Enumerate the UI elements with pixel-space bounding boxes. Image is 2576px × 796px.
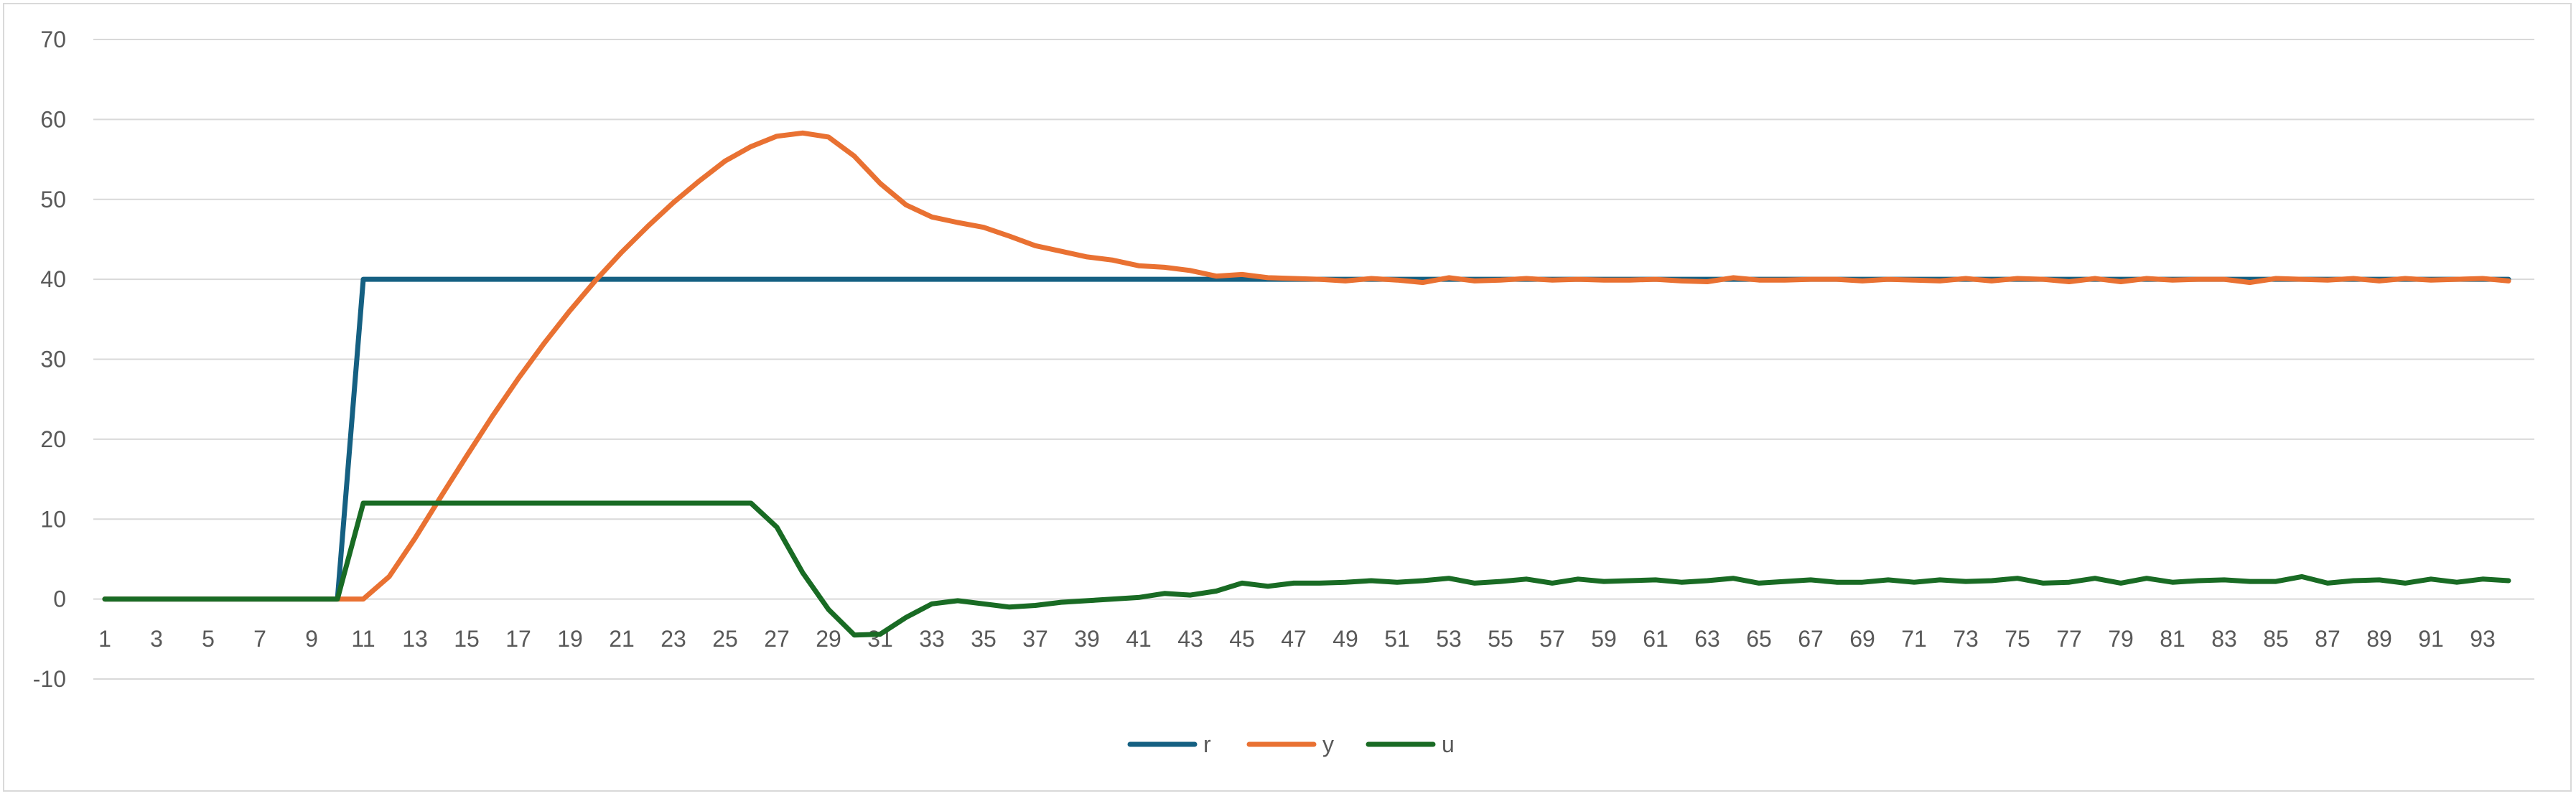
series-line-u xyxy=(102,500,2511,638)
x-tick-label: 91 xyxy=(2418,626,2444,652)
legend-item-y: y xyxy=(1246,731,1334,757)
x-tick-label: 7 xyxy=(253,626,266,652)
series-lines xyxy=(102,130,2511,638)
x-tick-label: 73 xyxy=(1953,626,1979,652)
y-tick-label: 50 xyxy=(40,187,66,212)
x-tick-label: 79 xyxy=(2108,626,2134,652)
x-tick-label: 57 xyxy=(1539,626,1565,652)
x-tick-label: 75 xyxy=(2005,626,2030,652)
x-tick-label: 45 xyxy=(1229,626,1255,652)
x-tick-label: 51 xyxy=(1384,626,1410,652)
x-tick-label: 69 xyxy=(1849,626,1875,652)
legend-item-r: r xyxy=(1127,731,1211,757)
x-tick-label: 85 xyxy=(2263,626,2289,652)
x-tick-label: 5 xyxy=(202,626,215,652)
x-tick-label: 33 xyxy=(919,626,945,652)
y-tick-label: 20 xyxy=(40,426,66,452)
y-tick-label: 60 xyxy=(40,106,66,132)
x-tick-label: 61 xyxy=(1643,626,1669,652)
y-tick-label: 70 xyxy=(40,27,66,52)
x-tick-label: 87 xyxy=(2315,626,2341,652)
legend-label-y: y xyxy=(1322,731,1334,757)
x-tick-label: 83 xyxy=(2211,626,2237,652)
y-tick-label: 40 xyxy=(40,266,66,292)
x-tick-label: 63 xyxy=(1694,626,1720,652)
x-tick-label: 71 xyxy=(1901,626,1927,652)
x-tick-label: 27 xyxy=(764,626,790,652)
x-tick-label: 23 xyxy=(661,626,686,652)
x-tick-label: 67 xyxy=(1798,626,1824,652)
y-tick-label: 0 xyxy=(53,586,66,612)
x-tick-label: 77 xyxy=(2056,626,2082,652)
x-tick-label: 35 xyxy=(971,626,997,652)
x-axis-tick-labels: 1 3 5 7 9 11 13 15 17 19 21 23 25 27 29 31 33 35 37 39 41 43 4… xyxy=(98,626,2496,652)
x-tick-label: 49 xyxy=(1333,626,1358,652)
x-tick-label: 9 xyxy=(305,626,318,652)
x-tick-label: 93 xyxy=(2470,626,2496,652)
y-tick-label: -10 xyxy=(33,666,66,692)
x-tick-label: 55 xyxy=(1488,626,1513,652)
legend-label-r: r xyxy=(1203,731,1211,757)
x-tick-label: 47 xyxy=(1281,626,1307,652)
y-tick-label: 10 xyxy=(40,506,66,532)
x-tick-label: 25 xyxy=(712,626,738,652)
x-tick-label: 81 xyxy=(2160,626,2185,652)
x-tick-label: 43 xyxy=(1177,626,1203,652)
x-tick-label: 41 xyxy=(1126,626,1152,652)
legend-item-u: u xyxy=(1366,731,1455,757)
y-tick-label: 30 xyxy=(40,347,66,373)
x-tick-label: 19 xyxy=(557,626,583,652)
x-tick-label: 29 xyxy=(816,626,841,652)
x-tick-label: 59 xyxy=(1591,626,1617,652)
x-tick-label: 65 xyxy=(1746,626,1772,652)
x-tick-label: 3 xyxy=(150,626,163,652)
x-tick-label: 1 xyxy=(98,626,111,652)
x-tick-label: 37 xyxy=(1022,626,1048,652)
chart-frame: -10 0 10 20 30 40 50 60 70 1 3 5 7 9 11 13 15 17 19 21 23 25… xyxy=(3,3,2572,792)
x-tick-label: 17 xyxy=(505,626,531,652)
x-tick-label: 21 xyxy=(609,626,635,652)
x-tick-label: 11 xyxy=(351,626,375,652)
y-axis-tick-labels: -10 0 10 20 30 40 50 60 70 xyxy=(33,27,66,692)
series-line-y xyxy=(102,130,2511,602)
x-tick-label: 39 xyxy=(1074,626,1100,652)
x-tick-label: 53 xyxy=(1436,626,1462,652)
x-tick-label: 15 xyxy=(454,626,480,652)
x-tick-label: 89 xyxy=(2366,626,2392,652)
x-tick-label: 13 xyxy=(402,626,428,652)
legend-label-u: u xyxy=(1442,731,1455,757)
